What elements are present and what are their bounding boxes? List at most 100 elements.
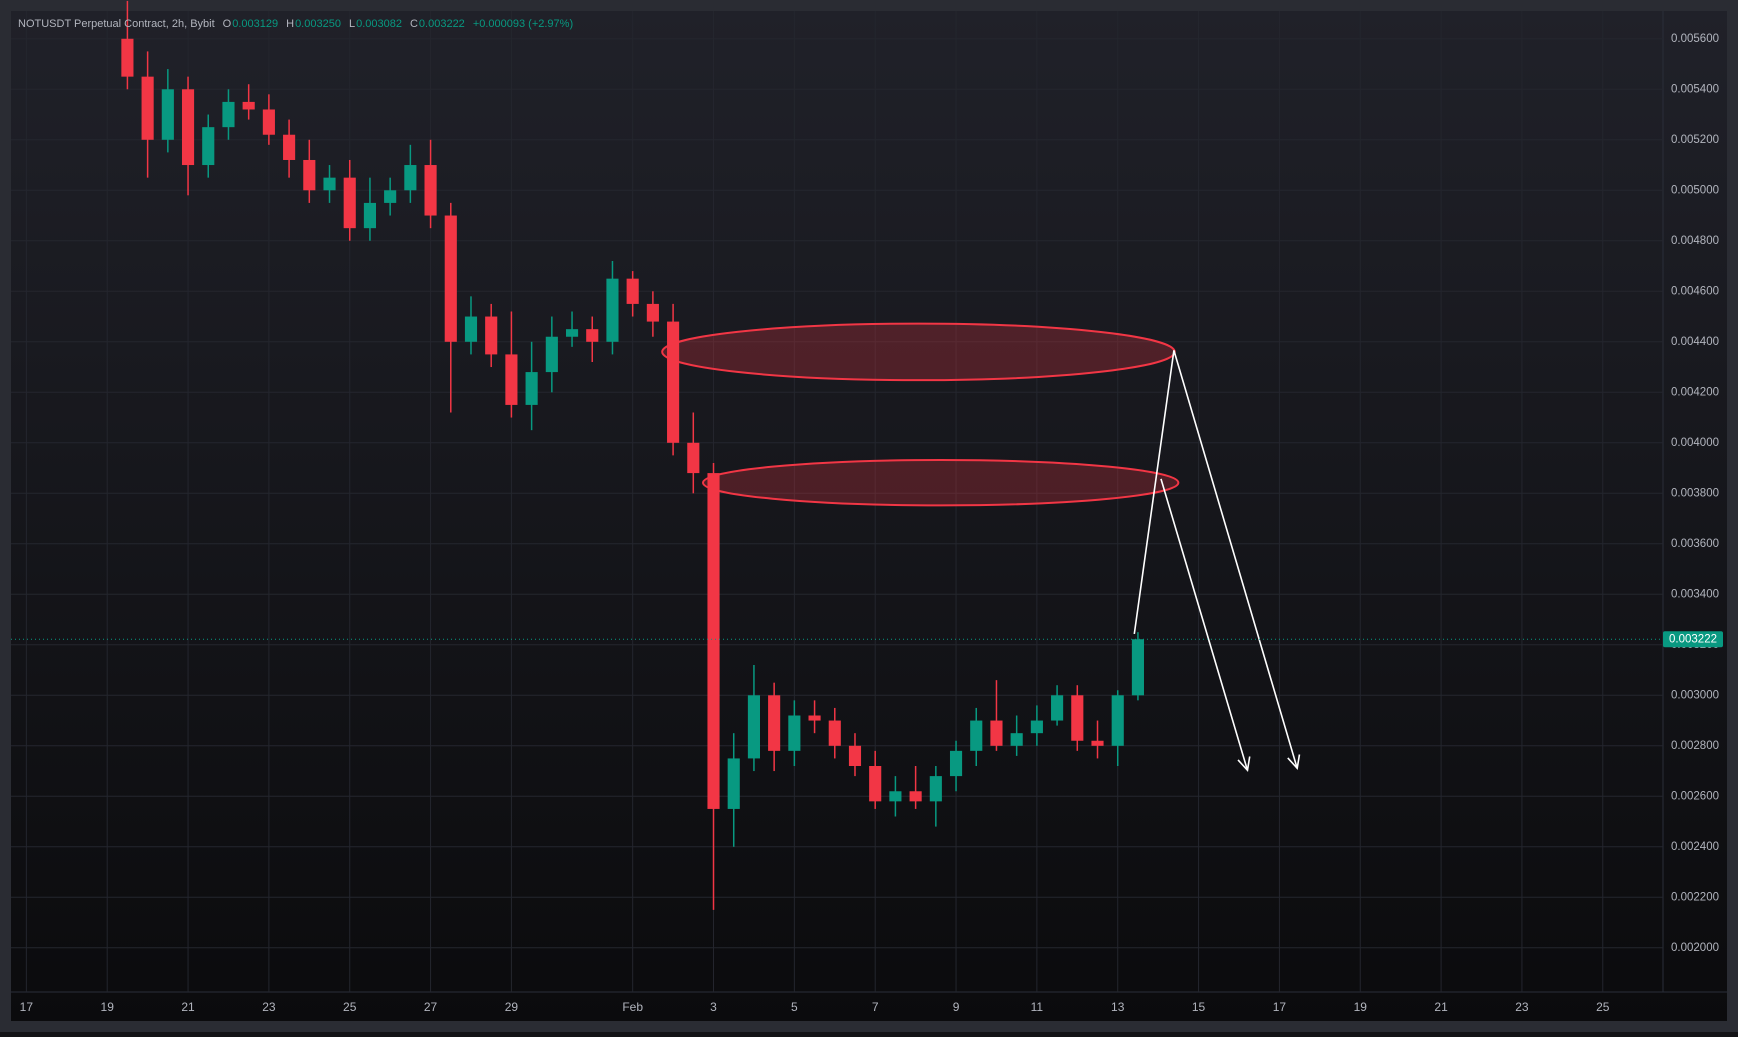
candle-body (161, 89, 174, 140)
candle-body (990, 720, 1003, 746)
candle-body (1131, 639, 1144, 696)
x-tick-label: 27 (424, 1000, 438, 1014)
last-price-label: 0.003222 (1669, 633, 1717, 645)
candle-body (384, 190, 397, 203)
x-tick-label: 5 (791, 1000, 798, 1014)
plot (11, 0, 1663, 910)
candle-body (848, 745, 862, 767)
ohlc-key: H (286, 18, 294, 30)
candle-body (242, 101, 255, 110)
candle-body (485, 316, 498, 355)
y-tick-label: 0.002000 (1671, 942, 1719, 954)
candle-body (141, 76, 154, 140)
candle-body (667, 321, 680, 443)
y-tick-label: 0.005200 (1671, 134, 1719, 146)
y-tick-label: 0.002600 (1671, 790, 1719, 802)
y-tick-label: 0.004200 (1671, 386, 1719, 398)
ohlc-value: 0.003222 (419, 18, 465, 30)
candle-body (424, 165, 437, 216)
candle-body (788, 715, 801, 751)
x-tick-label: 25 (1596, 1000, 1610, 1014)
x-tick-label: 29 (505, 1000, 519, 1014)
candle-body (262, 109, 275, 135)
candle-body (889, 791, 902, 802)
y-tick-label: 0.004800 (1671, 235, 1719, 247)
candle-body (747, 695, 760, 759)
x-tick-label: 9 (953, 1000, 960, 1014)
candle-body (404, 165, 417, 191)
y-tick-label: 0.004400 (1671, 336, 1719, 348)
resistance-zone (661, 322, 1176, 382)
candle-body (808, 715, 821, 721)
x-tick-label: 3 (710, 1000, 717, 1014)
ohlc-value: 0.003129 (232, 18, 278, 30)
ohlc-value: 0.003082 (356, 18, 402, 30)
candle-body (181, 89, 195, 166)
x-tick-label: Feb (622, 1000, 643, 1014)
y-tick-label: 0.004600 (1671, 285, 1719, 297)
candle-body (222, 101, 235, 128)
x-tick-label: 23 (1515, 1000, 1529, 1014)
ohlc-value: 0.003250 (295, 18, 341, 30)
candle-body (707, 473, 720, 809)
candle-body (768, 695, 781, 751)
candle-body (464, 316, 478, 342)
x-tick-label: 7 (872, 1000, 879, 1014)
candle-body (283, 134, 296, 160)
candle-body (606, 278, 619, 342)
candle-body (323, 177, 336, 191)
candle-body (121, 38, 134, 77)
ohlc-key: O (223, 18, 232, 30)
x-tick-label: 19 (101, 1000, 115, 1014)
candle-body (363, 202, 377, 229)
candle-body (343, 177, 356, 229)
candle-body (586, 329, 599, 342)
candle-body (1051, 695, 1064, 721)
arrow-head (1287, 754, 1301, 771)
x-tick-label: 13 (1111, 1000, 1125, 1014)
y-tick-label: 0.005600 (1671, 33, 1719, 45)
candle-body (505, 354, 518, 405)
candle-body (970, 720, 983, 751)
candle-body (646, 303, 659, 322)
last-price-tag (1663, 631, 1723, 648)
candle-body (1071, 695, 1084, 741)
candle-body (444, 215, 457, 342)
resistance-zone (702, 458, 1180, 507)
x-tick-label: 17 (20, 1000, 34, 1014)
candle-body (202, 127, 215, 166)
ohlc-key: C (410, 18, 418, 30)
candle-body (909, 791, 922, 802)
candle-body (565, 329, 579, 337)
y-tick-label: 0.002800 (1671, 740, 1719, 752)
y-tick-label: 0.003000 (1671, 689, 1719, 701)
arrow-head (1237, 756, 1251, 773)
candle-body (525, 372, 538, 405)
x-tick-label: 15 (1192, 1000, 1206, 1014)
x-tick-label: 17 (1273, 1000, 1287, 1014)
candle-body (1091, 740, 1104, 746)
candle-body (828, 720, 841, 746)
candle-body (687, 442, 700, 474)
x-tick-label: 21 (1434, 1000, 1448, 1014)
y-tick-label: 0.003800 (1671, 487, 1719, 499)
y-tick-label: 0.002200 (1671, 891, 1719, 903)
y-tick-label: 0.002400 (1671, 841, 1719, 853)
candle-body (727, 758, 740, 809)
chart-title: NOTUSDT Perpetual Contract, 2h, Bybit (18, 18, 215, 30)
x-tick-label: 19 (1354, 1000, 1368, 1014)
y-tick-label: 0.003400 (1671, 588, 1719, 600)
x-tick-label: 11 (1031, 1000, 1044, 1014)
y-tick-label: 0.005000 (1671, 184, 1719, 196)
candle-body (1010, 733, 1023, 746)
ohlc-key: L (349, 18, 355, 30)
candle-body (545, 336, 558, 373)
x-tick-label: 23 (262, 1000, 276, 1014)
price-change: +0.000093 (+2.97%) (473, 18, 573, 30)
projection-arrow (1160, 478, 1249, 771)
x-tick-label: 25 (343, 1000, 357, 1014)
candle-body (626, 278, 639, 304)
ohlc-legend: O 0.003129 H 0.003250 L 0.003082 C 0.003222 +0.0… (223, 18, 573, 30)
candle-body (1111, 695, 1124, 746)
